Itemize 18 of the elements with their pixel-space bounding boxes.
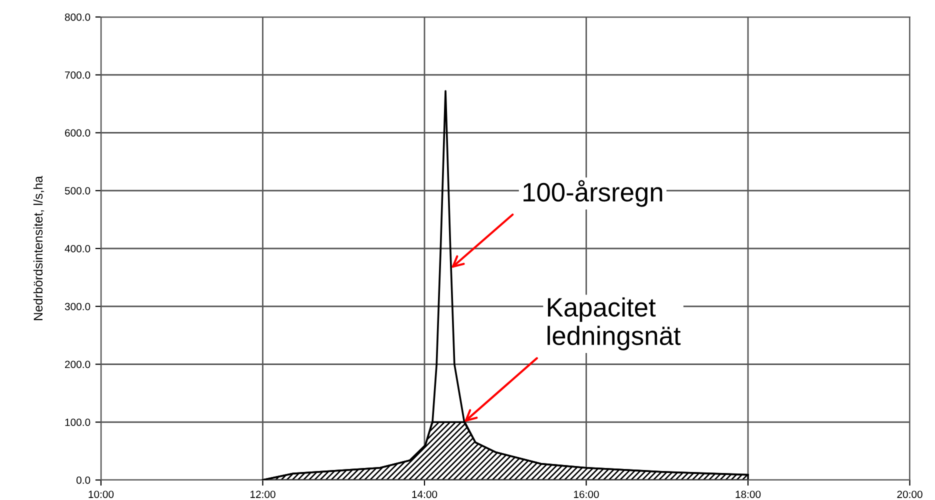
y-tick-label: 200.0 [65,360,90,368]
annotation: 100-årsregn [524,180,662,207]
y-tick-label: 400.0 [64,245,90,252]
y-tick-label: 700.0 [65,71,90,79]
x-tick-label: 16:00 [574,490,599,498]
y-tick-label: 800.0 [64,14,90,21]
x-tick-label: 20:00 [897,490,922,498]
annotation: Kapacitet ledningsnät [548,297,681,350]
y-tick-label: 500.0 [64,187,90,194]
x-tick-label: 18:00 [736,490,761,498]
y-tick-label: 600.0 [65,129,90,137]
x-tick-label: 14:00 [412,490,438,498]
y-tick-label: 300.0 [64,302,90,310]
y-tick-label: 100.0 [65,418,90,426]
y-tick-label: 0.0 [76,476,90,484]
x-tick-label: 10:00 [88,490,114,498]
y-axis-title: Nedrbördsintensitet, l/s,ha [33,176,44,320]
x-tick-label: 12:00 [250,490,276,498]
